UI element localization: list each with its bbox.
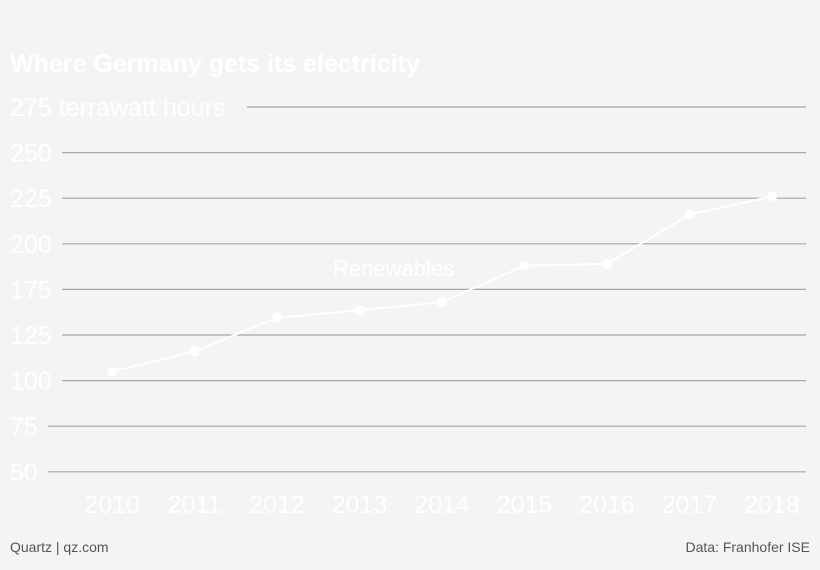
data-point-2016 (602, 258, 612, 269)
series-line-renewables (111, 195, 773, 373)
data-point-2014 (437, 297, 447, 308)
x-tick-label-2013: 2013 (332, 491, 388, 519)
data-point-2012 (272, 312, 282, 323)
data-point-2015 (519, 260, 530, 271)
y-tick-label-250: 250 (10, 140, 52, 168)
y-tick-label-225: 225 (10, 185, 52, 213)
y-tick-label-100: 100 (10, 368, 52, 396)
chart-title: Where Germany gets its electricity (10, 50, 420, 78)
y-tick-label-175: 175 (10, 276, 52, 304)
x-tick-label-2011: 2011 (168, 491, 222, 519)
grid-lines (48, 106, 806, 473)
data-point-2010 (107, 366, 117, 377)
x-tick-label-2016: 2016 (579, 491, 635, 519)
y-tick-label-125: 125 (10, 322, 52, 350)
y-tick-labels: 50 75 100 125 175 200 225 250 275 terrawatt hour… (10, 94, 225, 487)
x-tick-label-2017: 2017 (662, 491, 718, 519)
x-tick-label-2014: 2014 (414, 491, 470, 519)
x-tick-label-2010: 2010 (84, 491, 140, 519)
data-point-2011 (189, 346, 200, 357)
data-point-2013 (354, 305, 365, 316)
footer-source: Data: Franhofer ISE (685, 539, 810, 555)
y-tick-label-50: 50 (10, 459, 38, 487)
y-tick-label-200: 200 (10, 231, 52, 259)
x-tick-label-2012: 2012 (249, 491, 305, 519)
x-tick-label-2015: 2015 (497, 491, 553, 519)
y-tick-label-75: 75 (10, 413, 38, 441)
x-tick-labels: 2010 2011 2012 2013 2014 2015 2016 2017 2018 (84, 491, 800, 519)
data-point-2017 (684, 209, 695, 220)
series-renewables: Renewables (107, 191, 777, 377)
footer-credit: Quartz | qz.com (10, 539, 109, 555)
data-point-2018 (767, 191, 777, 202)
x-tick-label-2018: 2018 (744, 491, 800, 519)
y-tick-label-275: 275 terrawatt hours (10, 94, 225, 122)
series-label: Renewables (333, 256, 454, 281)
